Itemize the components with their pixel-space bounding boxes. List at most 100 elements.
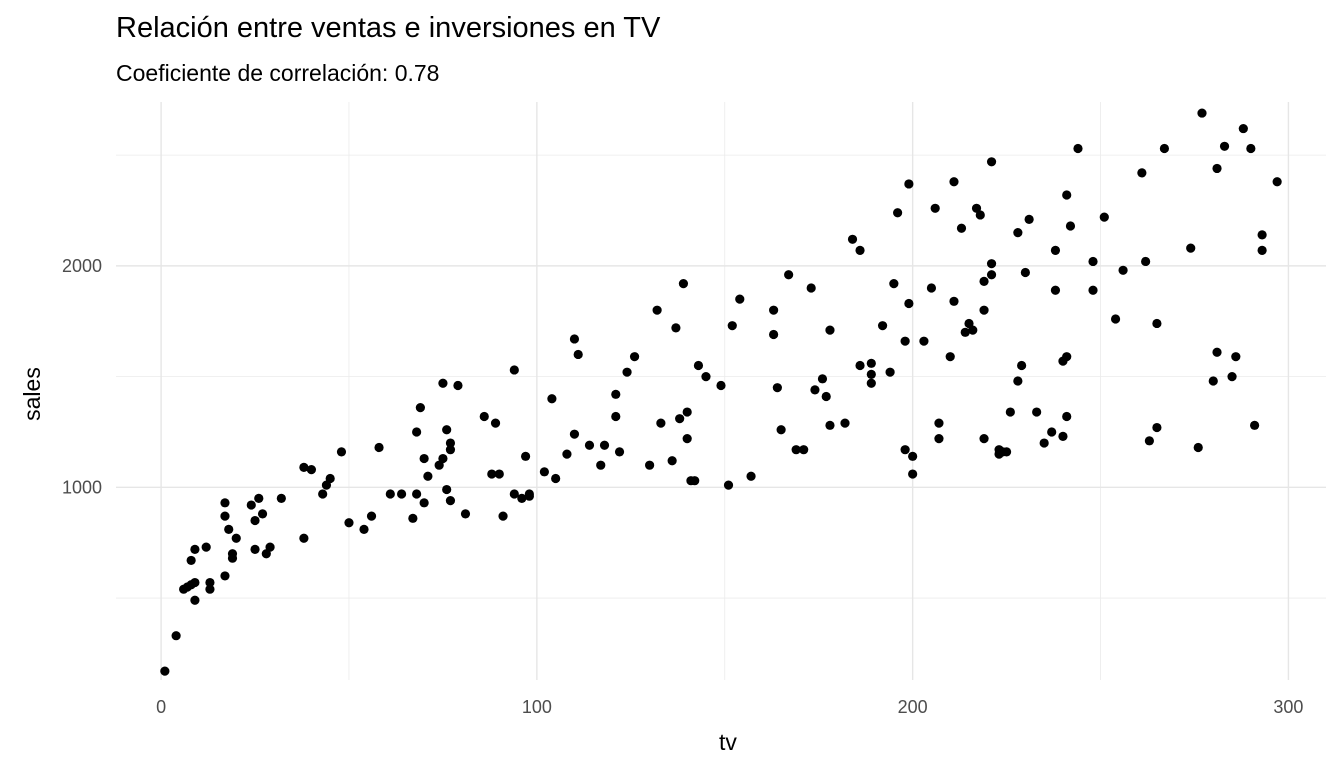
- data-point: [926, 283, 937, 293]
- data-point: [487, 469, 497, 479]
- data-point: [1062, 190, 1072, 200]
- data-point: [799, 445, 809, 455]
- data-point: [885, 367, 895, 377]
- data-point: [160, 666, 170, 676]
- data-point: [1141, 256, 1151, 267]
- data-point: [682, 407, 692, 417]
- data-point: [171, 631, 181, 641]
- data-point: [1186, 243, 1196, 253]
- data-points: [160, 108, 1282, 676]
- data-point: [1099, 212, 1109, 222]
- data-point: [366, 511, 377, 521]
- data-point: [1212, 163, 1222, 174]
- y-tick-label: 1000: [62, 477, 102, 497]
- data-point: [1073, 143, 1083, 154]
- chart-subtitle: Coeficiente de correlación: 0.78: [116, 60, 440, 86]
- data-point: [276, 493, 286, 504]
- data-point: [776, 425, 786, 435]
- data-point: [772, 383, 782, 393]
- data-point: [246, 500, 256, 510]
- data-point: [1144, 436, 1154, 446]
- data-point: [1219, 141, 1230, 151]
- data-point: [716, 380, 726, 391]
- data-point: [385, 489, 395, 499]
- data-point: [596, 460, 606, 470]
- data-point: [517, 493, 527, 504]
- data-point: [494, 469, 504, 479]
- data-point: [735, 294, 745, 304]
- data-point: [306, 465, 317, 475]
- data-point: [250, 544, 260, 554]
- data-point: [855, 360, 865, 371]
- data-point: [1137, 168, 1147, 178]
- data-point: [949, 296, 959, 306]
- data-point: [442, 484, 452, 495]
- data-point: [652, 305, 662, 315]
- data-point: [1032, 407, 1042, 417]
- data-point: [325, 473, 335, 484]
- data-point: [893, 208, 903, 218]
- data-point: [825, 325, 835, 335]
- data-point: [190, 595, 200, 605]
- data-point: [1065, 221, 1076, 231]
- y-axis-title: sales: [19, 367, 45, 421]
- data-point: [569, 429, 580, 439]
- data-point: [934, 434, 944, 444]
- data-point: [611, 411, 621, 422]
- data-point: [690, 476, 700, 486]
- data-point: [904, 179, 914, 189]
- data-point: [866, 358, 876, 368]
- data-point: [569, 334, 580, 344]
- y-axis-ticks: 1000 2000: [62, 256, 102, 497]
- data-point: [1231, 352, 1241, 362]
- x-tick-label: 100: [522, 697, 552, 717]
- data-point: [359, 524, 369, 535]
- data-point: [250, 515, 260, 526]
- data-point: [806, 283, 816, 293]
- data-point: [934, 418, 944, 428]
- data-point: [1212, 347, 1222, 357]
- data-point: [551, 473, 561, 484]
- data-point: [423, 471, 433, 481]
- data-point: [746, 471, 756, 481]
- data-point: [877, 321, 888, 331]
- data-point: [1238, 123, 1248, 134]
- data-point: [220, 571, 230, 581]
- data-point: [611, 389, 621, 399]
- data-point: [231, 533, 241, 543]
- data-point: [1257, 245, 1267, 255]
- data-point: [866, 369, 876, 379]
- data-point: [675, 414, 685, 424]
- data-point: [979, 276, 989, 286]
- chart-title: Relación entre ventas e inversiones en T…: [116, 12, 661, 44]
- data-point: [1227, 372, 1237, 382]
- data-point: [1005, 407, 1015, 417]
- data-point: [821, 391, 831, 402]
- data-point: [547, 394, 557, 404]
- data-point: [645, 460, 655, 470]
- data-point: [220, 511, 230, 521]
- data-point: [701, 372, 711, 382]
- data-point: [186, 555, 196, 566]
- data-point: [227, 549, 238, 559]
- data-point: [1208, 376, 1218, 386]
- data-point: [1024, 214, 1034, 224]
- data-point: [442, 425, 452, 435]
- data-point: [979, 434, 989, 444]
- data-point: [622, 367, 632, 377]
- data-point: [900, 445, 910, 455]
- data-point: [573, 349, 583, 360]
- x-axis-ticks: 0 100 200 300: [156, 697, 1303, 717]
- data-point: [1050, 285, 1061, 295]
- data-point: [723, 480, 734, 490]
- data-point: [1058, 431, 1068, 441]
- data-point: [419, 453, 429, 464]
- data-point: [968, 325, 978, 335]
- data-point: [408, 513, 418, 523]
- data-point: [817, 374, 828, 384]
- data-point: [562, 449, 572, 459]
- data-point: [791, 445, 801, 455]
- data-point: [479, 411, 489, 422]
- data-point: [825, 420, 835, 430]
- data-point: [1118, 265, 1128, 275]
